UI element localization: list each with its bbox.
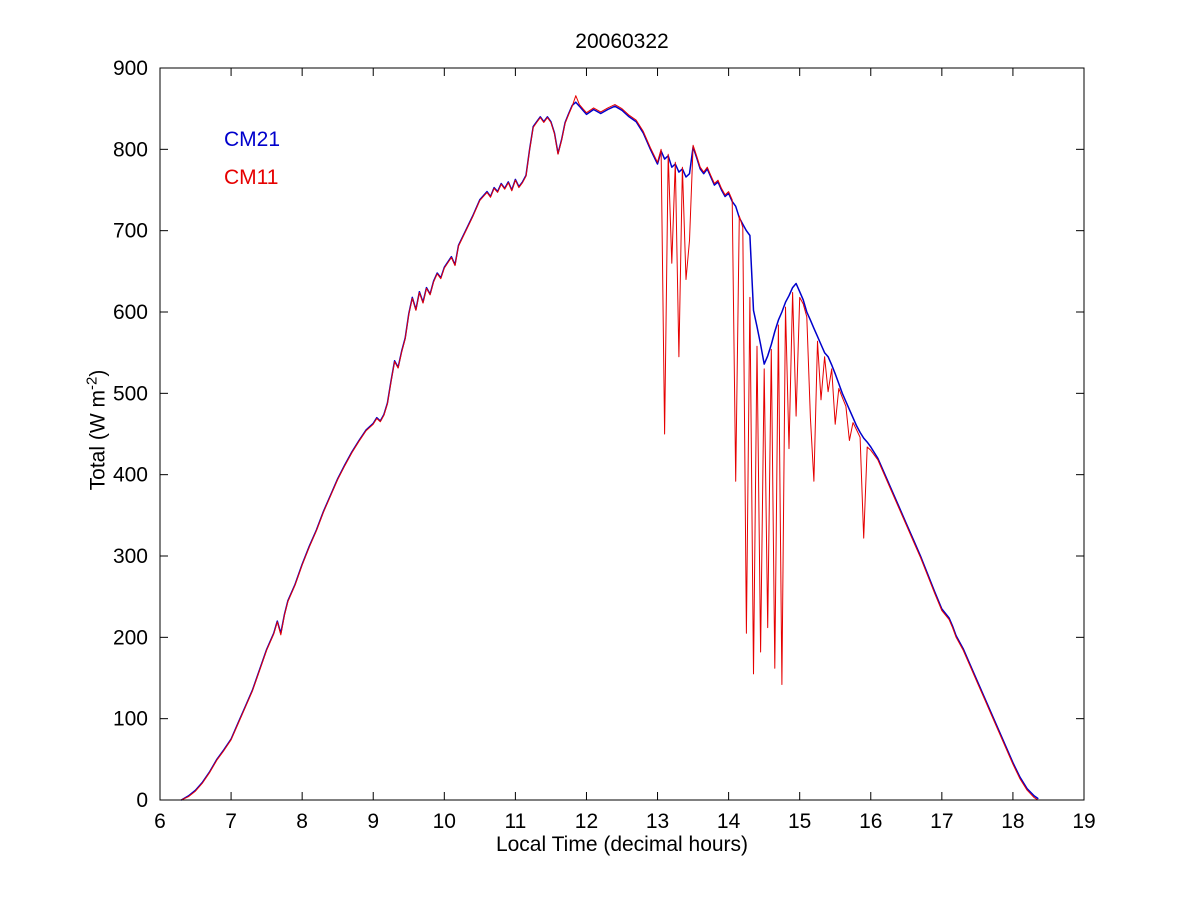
x-tick-label: 7 <box>225 810 237 833</box>
x-tick-label: 10 <box>433 810 456 833</box>
y-axis-label: Total (W m-2) <box>84 370 111 491</box>
y-tick-label: 600 <box>113 301 148 324</box>
x-tick-label: 6 <box>154 810 166 833</box>
plot-box <box>159 67 1085 801</box>
x-tick-label: 12 <box>575 810 598 833</box>
chart-title: 20060322 <box>575 30 669 53</box>
series-line-cm21 <box>180 101 1039 801</box>
y-tick-label: 100 <box>113 708 148 731</box>
y-axis-label-prefix: Total (W m <box>86 390 110 491</box>
x-tick-label: 9 <box>367 810 379 833</box>
y-tick-label: 200 <box>113 626 148 649</box>
x-tick-label: 19 <box>1072 810 1095 833</box>
x-tick-label: 15 <box>788 810 811 833</box>
y-tick-label: 300 <box>113 545 148 568</box>
x-tick-label: 11 <box>504 810 526 833</box>
x-tick-label: 18 <box>1001 810 1024 833</box>
x-axis-label: Local Time (decimal hours) <box>495 833 749 856</box>
y-tick-label: 900 <box>113 57 148 80</box>
legend-entry-cm21: CM21 <box>224 128 281 151</box>
y-axis-label-suffix: ) <box>86 369 110 377</box>
y-tick-label: 400 <box>113 464 148 487</box>
x-tick-label: 16 <box>859 810 882 833</box>
series-line-cm11 <box>180 95 1039 801</box>
y-tick-label: 700 <box>113 220 148 243</box>
legend-entry-cm11: CM11 <box>224 166 279 189</box>
x-tick-label: 8 <box>296 810 308 833</box>
x-tick-label: 17 <box>930 810 953 833</box>
y-tick-label: 500 <box>113 382 148 405</box>
x-tick-label: 14 <box>717 810 741 833</box>
y-tick-label: 0 <box>136 789 148 812</box>
x-tick-label: 13 <box>646 810 669 833</box>
y-tick-label: 800 <box>113 138 148 161</box>
y-axis-label-superscript: -2 <box>83 376 101 390</box>
